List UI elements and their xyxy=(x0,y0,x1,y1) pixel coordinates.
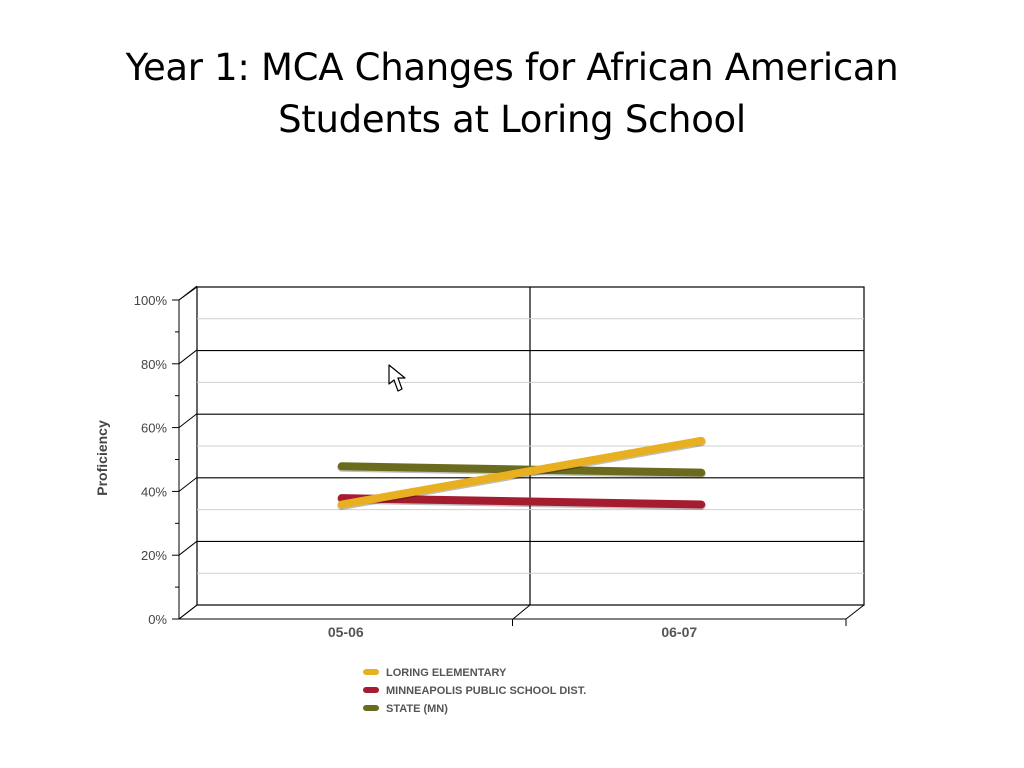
y-tick-label: 100% xyxy=(134,293,168,308)
y-tick-label: 60% xyxy=(141,421,167,436)
slide-title-line-2: Students at Loring School xyxy=(278,98,746,141)
floor-right-diag xyxy=(845,604,865,620)
legend-label: STATE (MN) xyxy=(386,703,448,715)
y-tick-depth-line xyxy=(178,477,198,492)
slide-title: Year 1: MCA Changes for African American… xyxy=(62,42,962,146)
series-line-loring-elementary xyxy=(337,436,706,509)
chart-frame xyxy=(178,286,865,620)
y-tick-label: 80% xyxy=(141,357,167,372)
slide-title-line-1: Year 1: MCA Changes for African American xyxy=(125,46,899,89)
y-tick-depth-line xyxy=(178,349,198,365)
y-tick-label: 0% xyxy=(148,612,167,627)
y-tick-label: 40% xyxy=(141,484,167,499)
y-tick-depth-line xyxy=(178,285,198,301)
y-tick-depth-line xyxy=(178,540,198,556)
y-axis-title: Proficiency xyxy=(94,420,110,496)
y-axis-ticks: 0% 20% 40% 60% 80% 100% xyxy=(134,285,198,627)
y-tick-depth-line xyxy=(178,604,198,620)
x-tick-label: 06-07 xyxy=(661,624,697,640)
mouse-cursor-icon xyxy=(388,364,406,392)
floor-mid-diag xyxy=(512,604,531,620)
y-tick-label: 20% xyxy=(141,548,167,563)
legend: LORING ELEMENTARY MINNEAPOLIS PUBLIC SCHO… xyxy=(363,667,586,715)
series-line-minneapolis-public-school-dist xyxy=(337,494,706,509)
y-tick-depth-line xyxy=(178,413,198,428)
series-lines xyxy=(337,436,706,511)
x-axis-ticks: 05-06 06-07 xyxy=(328,619,847,640)
legend-label: MINNEAPOLIS PUBLIC SCHOOL DIST. xyxy=(386,685,586,697)
x-tick-label: 05-06 xyxy=(328,624,364,640)
legend-label: LORING ELEMENTARY xyxy=(386,667,507,679)
grid-lines xyxy=(197,318,864,574)
